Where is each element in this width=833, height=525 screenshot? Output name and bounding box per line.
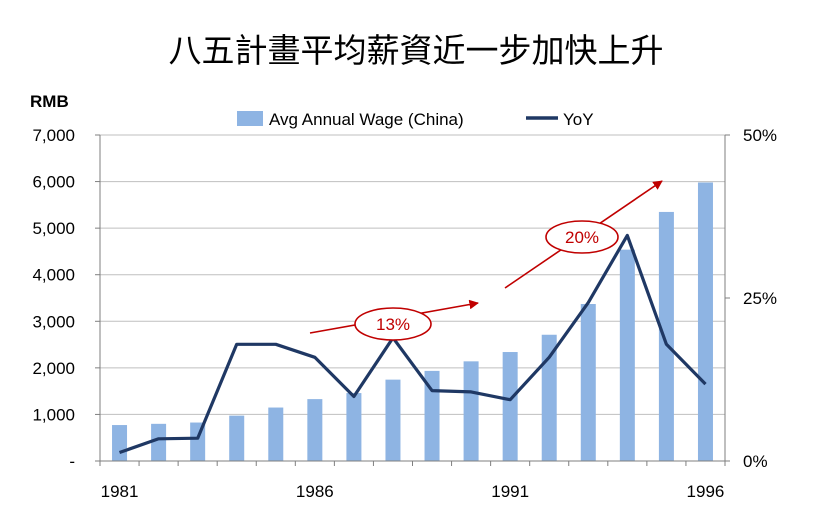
gridlines (100, 134, 725, 415)
y-tick-label: 5,000 (32, 219, 75, 238)
legend: Avg Annual Wage (China) YoY (237, 110, 594, 129)
bar-wage-1990 (463, 361, 479, 461)
x-axis-ticks: 1981 1986 1991 1996 (101, 482, 725, 501)
axes (95, 134, 730, 466)
bar-wage-1985 (268, 407, 284, 461)
y2-tick-label: 0% (743, 452, 768, 471)
bar-wage-1984 (229, 415, 245, 461)
bar-wage-1994 (619, 249, 635, 461)
y-tick-label: 7,000 (32, 126, 75, 145)
bar-wage-1989 (424, 370, 440, 461)
y-axis-ticks-right: 0% 25% 50% (743, 126, 777, 471)
legend-label-wage: Avg Annual Wage (China) (269, 110, 464, 129)
annotation-oval-20 (545, 220, 619, 254)
y-tick-label: 4,000 (32, 266, 75, 285)
line-series-yoy (118, 233, 707, 455)
y2-tick-label: 50% (743, 126, 777, 145)
y-tick-label: 2,000 (32, 359, 75, 378)
y-tick-label: 3,000 (32, 312, 75, 331)
chart-title: 八五計畫平均薪資近一步加快上升 (169, 31, 664, 70)
bar-wage-1993 (580, 304, 596, 461)
bar-wage-1988 (385, 379, 401, 461)
bar-series-wage (112, 182, 713, 461)
x-tick-label: 1981 (101, 482, 139, 501)
yoy-line (118, 233, 707, 455)
x-tick-label: 1986 (296, 482, 334, 501)
legend-label-yoy: YoY (563, 110, 594, 129)
bar-wage-1986 (307, 399, 323, 461)
y-axis-unit-label: RMB (30, 92, 69, 111)
bar-wage-1992 (541, 334, 557, 461)
bar-wage-1982 (151, 423, 167, 461)
annotation-20-percent: 20% (565, 228, 599, 247)
y2-tick-label: 25% (743, 289, 777, 308)
annotation-13-percent: 13% (376, 315, 410, 334)
bar-wage-1987 (346, 393, 362, 461)
y-tick-label: 1,000 (32, 405, 75, 424)
bar-wage-1995 (658, 211, 674, 461)
legend-swatch-wage (237, 111, 263, 126)
bar-wage-1981 (112, 425, 128, 461)
annotation-oval-13 (354, 307, 432, 341)
x-tick-label: 1991 (491, 482, 529, 501)
bar-wage-1991 (502, 352, 518, 461)
y-tick-label: - (69, 452, 75, 471)
y-axis-ticks-left: - 1,000 2,000 3,000 4,000 5,000 6,000 7,000 (32, 126, 75, 471)
y-tick-label: 6,000 (32, 173, 75, 192)
bar-wage-1996 (697, 182, 713, 461)
annotations: 13% 20% (309, 180, 663, 341)
x-tick-label: 1996 (687, 482, 725, 501)
